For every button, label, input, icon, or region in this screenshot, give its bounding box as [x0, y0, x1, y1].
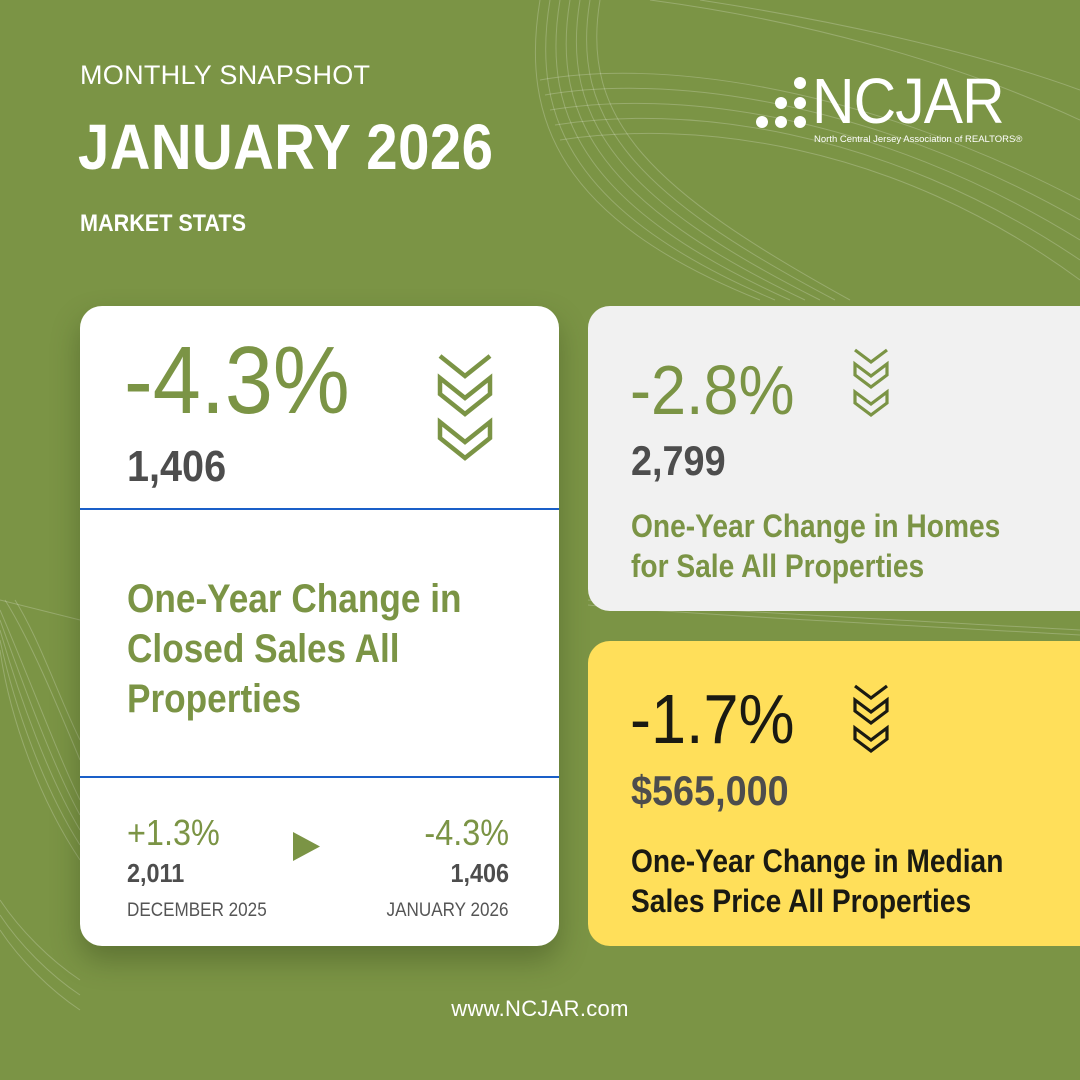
closed-sales-count: 1,406: [127, 442, 227, 491]
logo-dot-icon: [775, 97, 787, 109]
card-divider: [80, 776, 559, 778]
card-divider: [80, 508, 559, 510]
homes-for-sale-card: -2.8% 2,799 One-Year Change in Homes for…: [588, 306, 1080, 611]
eyebrow-text: MONTHLY SNAPSHOT: [80, 60, 371, 90]
ncjar-logo: NCJAR North Central Jersey Association o…: [752, 65, 1052, 152]
page-title: JANUARY 2026: [78, 111, 494, 183]
closed-sales-card: -4.3% 1,406 One-Year Change in Closed Sa…: [80, 306, 559, 946]
homes-for-sale-count: 2,799: [631, 437, 726, 484]
website-link[interactable]: www.NCJAR.com: [451, 996, 629, 1021]
closed-sales-change-pct: -4.3%: [124, 327, 350, 434]
median-price-description: One-Year Change in Median Sales Price Al…: [631, 843, 1004, 919]
triple-chevron-down-icon: [437, 354, 493, 461]
previous-change-pct: +1.3%: [127, 812, 220, 853]
median-price-card: -1.7% $565,000 One-Year Change in Median…: [588, 641, 1080, 946]
current-count: 1,406: [450, 858, 509, 888]
previous-period: DECEMBER 2025: [127, 900, 267, 921]
logo-subtitle: North Central Jersey Association of REAL…: [814, 134, 1023, 145]
median-price-value: $565,000: [631, 767, 789, 814]
homes-for-sale-change-pct: -2.8%: [630, 351, 795, 429]
previous-count: 2,011: [127, 858, 185, 888]
logo-wordmark: NCJAR: [812, 65, 1005, 137]
current-period: JANUARY 2026: [387, 900, 509, 921]
section-label: MARKET STATS: [80, 210, 246, 237]
logo-dot-icon: [794, 77, 806, 89]
triple-chevron-down-icon: [853, 684, 889, 753]
current-change-pct: -4.3%: [424, 812, 509, 853]
logo-dot-icon: [756, 116, 768, 128]
logo-dot-icon: [794, 97, 806, 109]
median-price-change-pct: -1.7%: [630, 680, 795, 758]
triple-chevron-down-icon: [853, 348, 889, 417]
closed-sales-description: One-Year Change in Closed Sales All Prop…: [127, 577, 462, 721]
logo-dot-icon: [775, 116, 787, 128]
homes-for-sale-description: One-Year Change in Homes for Sale All Pr…: [631, 508, 1001, 584]
play-triangle-icon: [293, 832, 320, 861]
logo-dot-icon: [794, 116, 806, 128]
